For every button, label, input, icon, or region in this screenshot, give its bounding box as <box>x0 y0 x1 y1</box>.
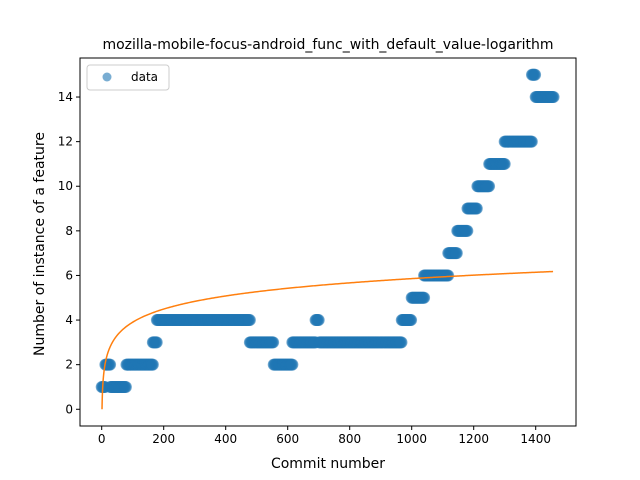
legend: data <box>86 64 170 91</box>
legend-box <box>86 64 170 91</box>
x-tick-label: 0 <box>98 432 106 446</box>
data-point <box>150 336 163 349</box>
legend-marker-data <box>102 72 112 82</box>
fit-layer <box>101 270 554 410</box>
data-point <box>104 358 117 371</box>
y-tick-label: 12 <box>58 135 73 149</box>
x-tick-label: 400 <box>214 432 237 446</box>
y-axis-label: Number of instance of a feature <box>32 132 48 356</box>
x-tick-label: 1200 <box>458 432 489 446</box>
data-point <box>312 314 325 327</box>
data-layer <box>95 68 560 393</box>
y-tick-label: 14 <box>58 90 73 104</box>
fit-line <box>101 270 554 410</box>
data-point <box>286 358 299 371</box>
data-point <box>442 269 455 282</box>
data-point <box>529 68 542 81</box>
data-point <box>470 202 483 215</box>
data-point <box>547 91 560 104</box>
data-point <box>450 247 463 260</box>
y-tick-label: 0 <box>65 402 73 416</box>
data-point <box>483 180 496 193</box>
plot-area <box>79 57 577 427</box>
data-point <box>395 336 408 349</box>
y-tick-label: 6 <box>65 268 73 282</box>
x-axis-ticks: 0 200 400 600 800 1000 1200 1400 <box>98 426 551 446</box>
y-tick-label: 2 <box>65 358 73 372</box>
data-point <box>498 157 511 170</box>
x-tick-label: 200 <box>152 432 175 446</box>
data-point <box>461 224 474 237</box>
legend-label-data: data <box>131 70 158 84</box>
axes-frame <box>79 57 577 427</box>
data-point <box>119 380 132 393</box>
data-point <box>267 336 280 349</box>
y-tick-label: 10 <box>58 179 73 193</box>
data-point <box>525 135 538 148</box>
x-tick-label: 600 <box>276 432 299 446</box>
data-point <box>405 314 418 327</box>
x-axis-label: Commit number <box>271 456 385 472</box>
chart-title: mozilla-mobile-focus-android_func_with_d… <box>102 37 553 53</box>
x-tick-label: 800 <box>338 432 361 446</box>
y-tick-label: 4 <box>65 313 73 327</box>
data-point <box>243 314 256 327</box>
data-point <box>146 358 159 371</box>
x-tick-label: 1400 <box>520 432 551 446</box>
x-tick-label: 1000 <box>396 432 427 446</box>
data-point <box>418 291 431 304</box>
y-axis-ticks: 0 2 4 6 8 10 12 14 <box>58 90 80 416</box>
y-tick-label: 8 <box>65 224 73 238</box>
